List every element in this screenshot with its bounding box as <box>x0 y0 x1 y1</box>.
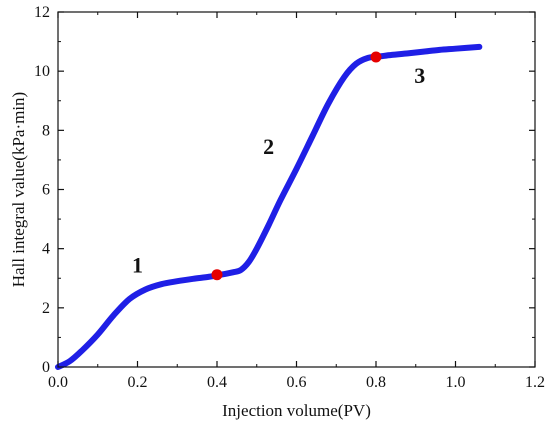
x-tick-label: 0.6 <box>287 374 307 391</box>
stage-markers <box>211 51 382 281</box>
stage-label: 2 <box>263 134 274 159</box>
stage-annotations: 1 2 3 <box>132 63 425 277</box>
y-tick-label: 2 <box>42 300 50 317</box>
x-axis-label: Injection volume(PV) <box>222 401 371 420</box>
plot-frame <box>57 11 536 368</box>
series-line <box>55 43 483 370</box>
x-tick-label: 0.8 <box>366 374 386 391</box>
stage-marker <box>370 51 382 63</box>
x-tick-label: 1.0 <box>446 374 466 391</box>
x-tick-label: 1.2 <box>525 374 545 391</box>
y-tick-label: 12 <box>34 4 50 21</box>
y-tick-label: 6 <box>42 182 50 199</box>
stage-marker <box>211 269 223 281</box>
stage-label: 1 <box>132 252 143 277</box>
y-tick-label: 10 <box>34 63 50 80</box>
x-tick-label: 0.2 <box>128 374 148 391</box>
axis-ticks <box>57 11 536 368</box>
stage-label: 3 <box>414 63 425 88</box>
y-axis-label: Hall integral value(kPa·min) <box>9 92 28 287</box>
y-tick-label: 8 <box>42 122 50 139</box>
y-tick-label: 4 <box>42 241 50 258</box>
y-tick-label: 0 <box>42 359 50 376</box>
x-tick-label: 0.0 <box>48 374 68 391</box>
x-tick-label: 0.4 <box>207 374 227 391</box>
